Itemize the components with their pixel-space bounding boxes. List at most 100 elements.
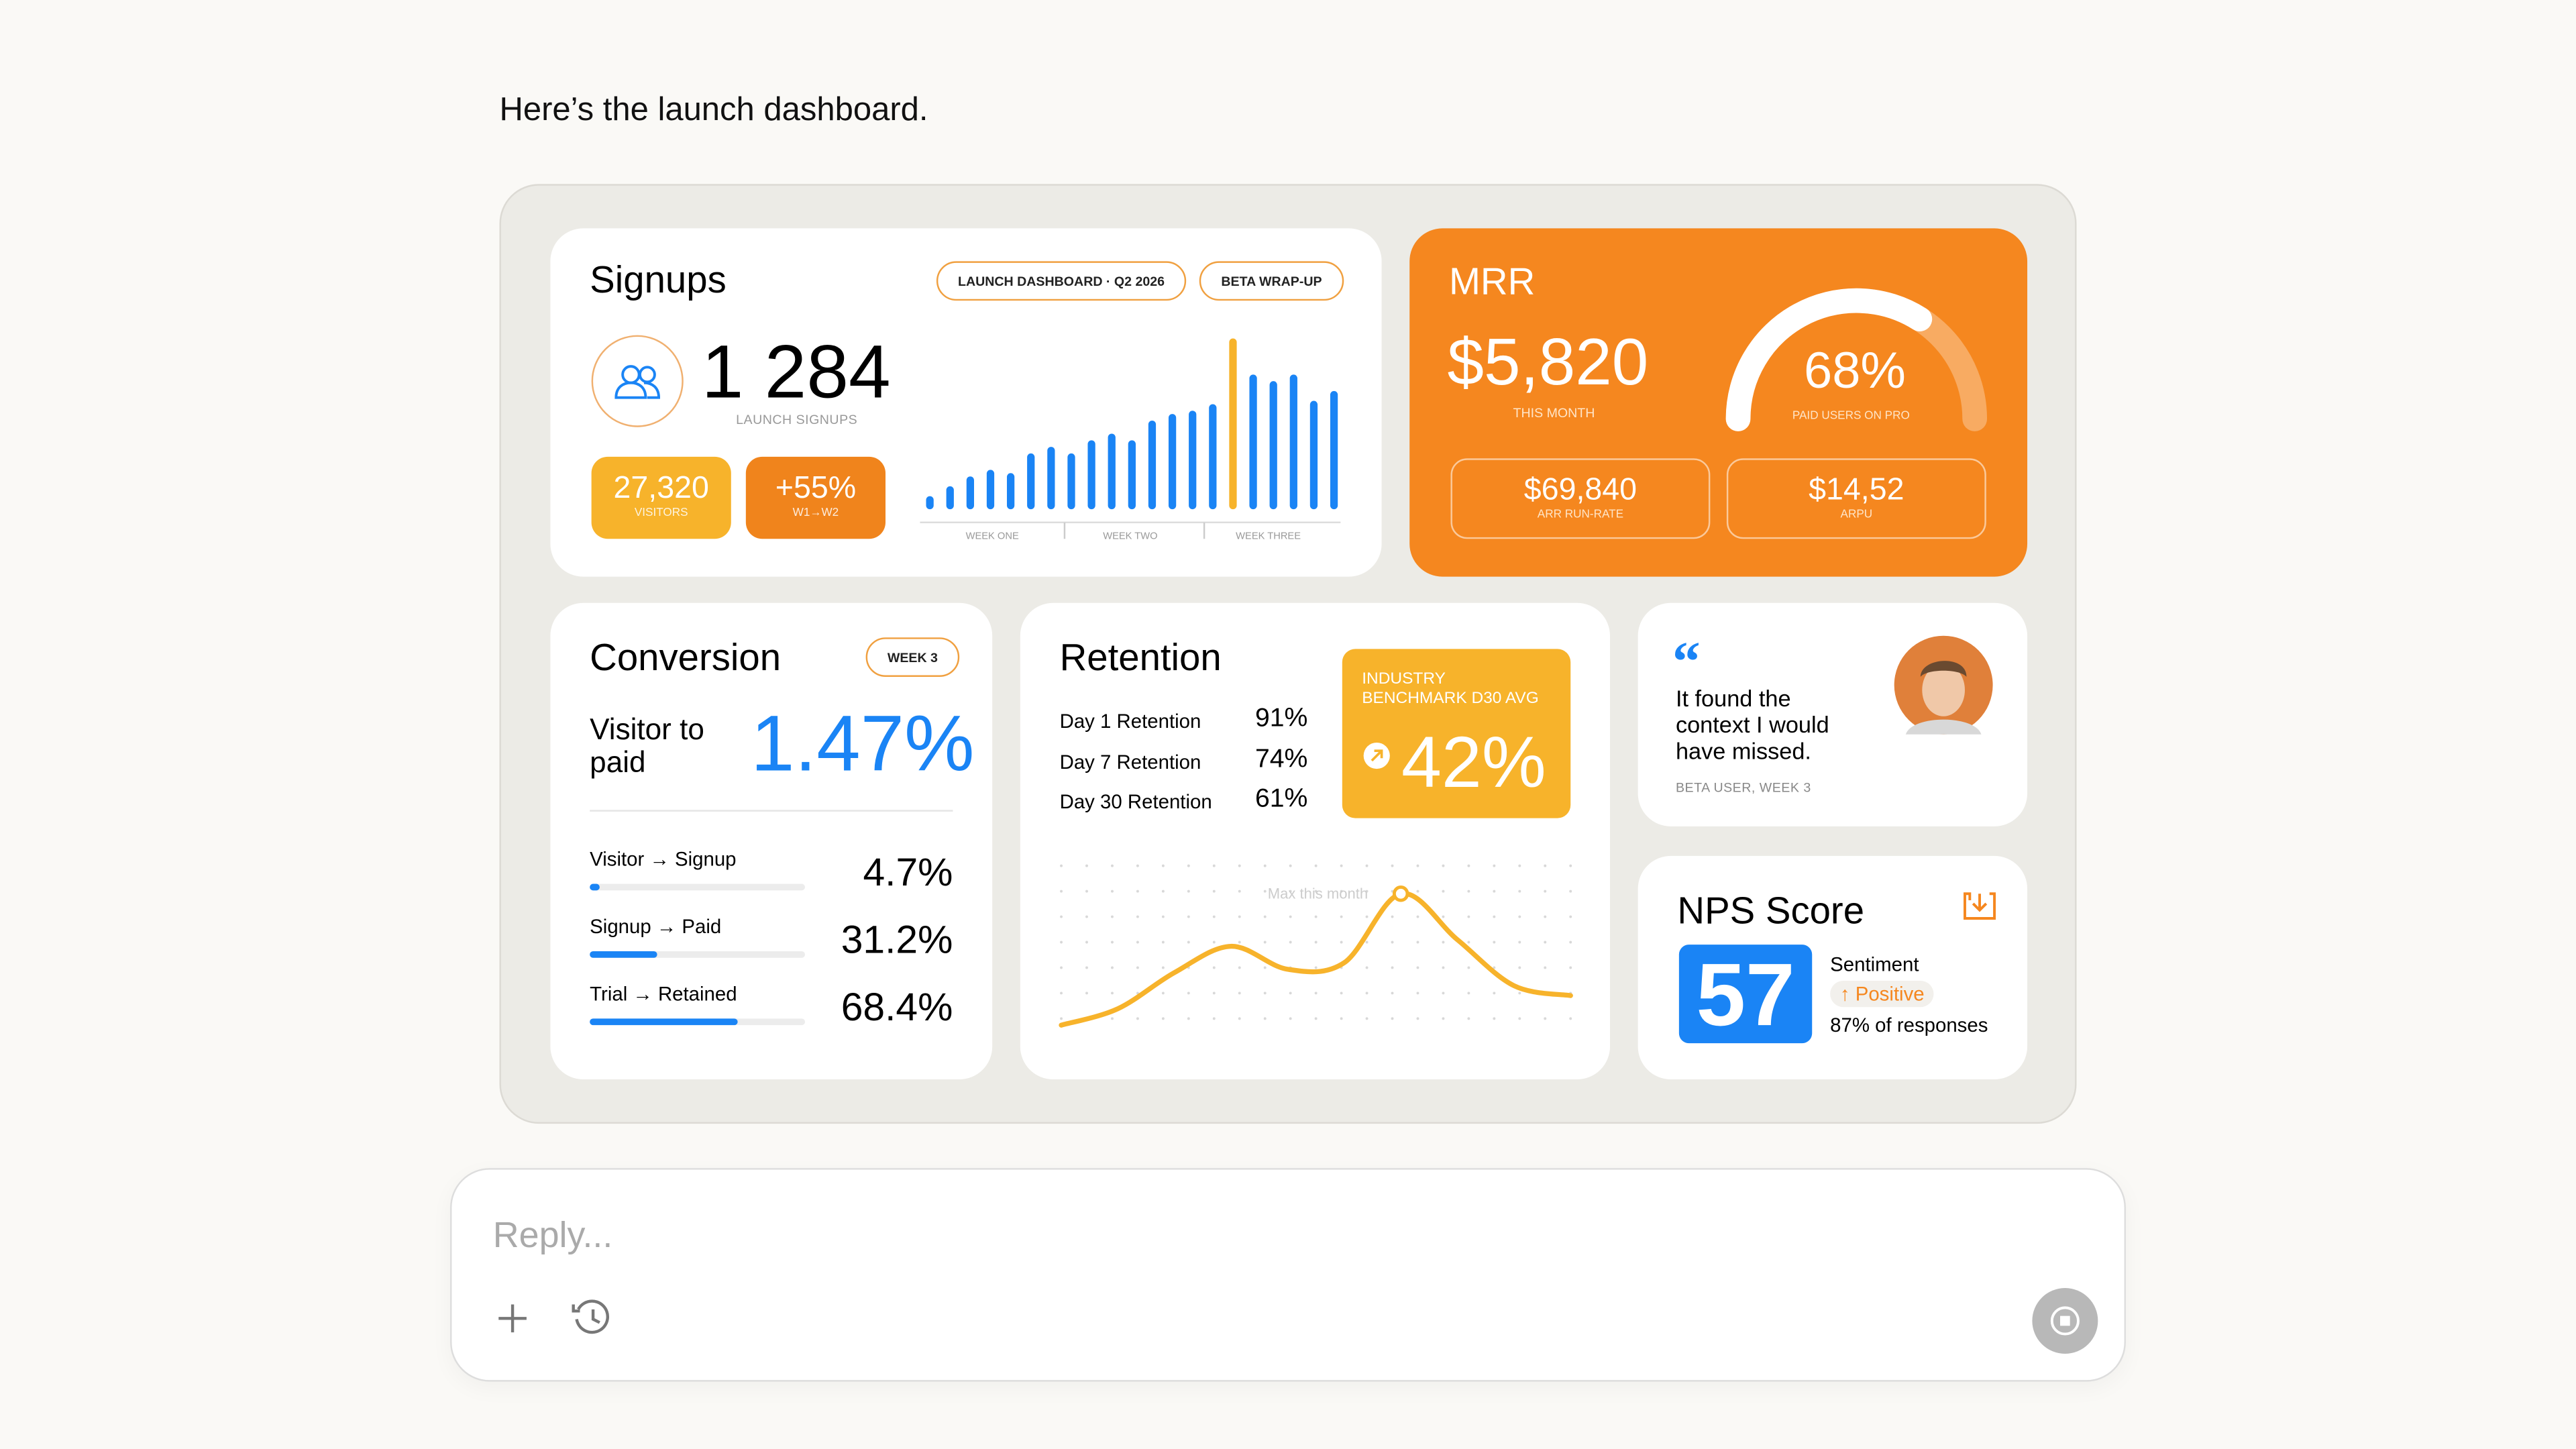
bar (946, 486, 954, 510)
grid-dot (1442, 991, 1445, 995)
growth-box: +55% W1→W2 (745, 456, 886, 539)
reply-box[interactable] (450, 1168, 2126, 1382)
grid-dot (1340, 991, 1343, 995)
grid-dot (1340, 864, 1343, 867)
grid-dot (1391, 991, 1394, 995)
grid-dot (1136, 941, 1139, 944)
bar (1309, 400, 1318, 510)
tag: WEEK 3 (865, 637, 960, 677)
bar (1087, 440, 1095, 510)
grid-dot (1289, 1017, 1292, 1020)
grid-dot (1212, 890, 1216, 893)
grid-dot (1314, 864, 1318, 867)
grid-dot (1161, 1017, 1165, 1020)
grid-dot (1238, 1017, 1241, 1020)
users-icon (591, 335, 684, 427)
grid-dot (1060, 941, 1063, 944)
grid-dot (1314, 966, 1318, 969)
grid-dot (1187, 991, 1190, 995)
grid-dot (1544, 915, 1547, 918)
grid-dot (1111, 1017, 1114, 1020)
grid-dot (1085, 941, 1088, 944)
annotation: Max this month (1268, 885, 1368, 902)
step-track (590, 883, 806, 891)
grid-dot (1518, 966, 1521, 969)
sentiment: ↑ Positive (1830, 981, 1935, 1008)
visitors-value: 27,320 (613, 471, 709, 506)
grid-dot (1136, 890, 1139, 893)
card-title: Retention (1059, 635, 1222, 679)
arpu-value: $14,52 (1809, 473, 1904, 508)
tag: BETA WRAP-UP (1199, 261, 1344, 301)
signup-count: 1 284 (701, 328, 891, 415)
responses: 87% of responses (1830, 1014, 1988, 1037)
arpu-box: $14,52 ARPU (1726, 458, 1986, 539)
step-value: 68.4% (841, 985, 953, 1030)
grid-dot (1161, 864, 1165, 867)
nps-score: 57 (1678, 945, 1813, 1045)
grid-dot (1569, 915, 1572, 918)
arr-value: $69,840 (1523, 473, 1638, 508)
grid-dot (1442, 915, 1445, 918)
grid-dot (1187, 915, 1190, 918)
bar (926, 496, 934, 510)
reply-placeholder[interactable]: Reply... (492, 1214, 613, 1256)
grid-dot (1365, 915, 1368, 918)
grid-dot (1289, 915, 1292, 918)
grid-dot (1365, 991, 1368, 995)
grid-dot (1212, 864, 1216, 867)
card-title: Conversion (590, 635, 782, 679)
retention-name: Day 1 Retention (1059, 709, 1201, 733)
grid-dot (1340, 1017, 1343, 1020)
card-title: Signups (590, 258, 727, 301)
grid-dot (1161, 941, 1165, 944)
amount-label: THIS MONTH (1513, 405, 1595, 421)
grid-dot (1493, 1017, 1496, 1020)
history-icon[interactable] (572, 1299, 609, 1334)
grid-dot (1212, 941, 1216, 944)
grid-dot (1340, 941, 1343, 944)
quote-author: BETA USER, WEEK 3 (1675, 780, 1811, 796)
grid-dot (1442, 890, 1445, 893)
sentiment-label: Sentiment (1830, 953, 1919, 976)
benchmark-box (1342, 649, 1571, 818)
bar (1128, 440, 1136, 510)
bar (1209, 404, 1217, 510)
grid-dot (1365, 1017, 1368, 1020)
grid-dot (1111, 890, 1114, 893)
grid-dot (1467, 991, 1470, 995)
stop-button[interactable] (2032, 1288, 2098, 1354)
add-icon[interactable] (498, 1304, 527, 1333)
bar (1067, 453, 1075, 510)
grid-dot (1111, 991, 1114, 995)
headline-label: Visitor to paid (590, 712, 704, 779)
week-label: WEEK TWO (1103, 531, 1157, 541)
step-name: Signup → Paid (590, 915, 722, 938)
bar (1148, 420, 1157, 510)
step-bar (590, 883, 600, 891)
svg-text:“: “ (1672, 631, 1701, 693)
grid-dot (1263, 991, 1267, 995)
grid-dot (1518, 991, 1521, 995)
grid-dot (1518, 890, 1521, 893)
bar (1330, 390, 1338, 510)
grid-dot (1060, 966, 1063, 969)
grid-dot (1111, 915, 1114, 918)
grid-dot (1187, 890, 1190, 893)
grid-dot (1467, 890, 1470, 893)
grid-dot (1060, 864, 1063, 867)
grid-dot (1442, 864, 1445, 867)
grid-dot (1442, 1017, 1445, 1020)
grid-dot (1569, 941, 1572, 944)
bar (1027, 453, 1035, 510)
grid-dot (1493, 890, 1496, 893)
grid-dot (1391, 966, 1394, 969)
bar (1047, 447, 1055, 510)
bar (1289, 374, 1297, 510)
grid-dot (1238, 890, 1241, 893)
grid-dot (1161, 966, 1165, 969)
